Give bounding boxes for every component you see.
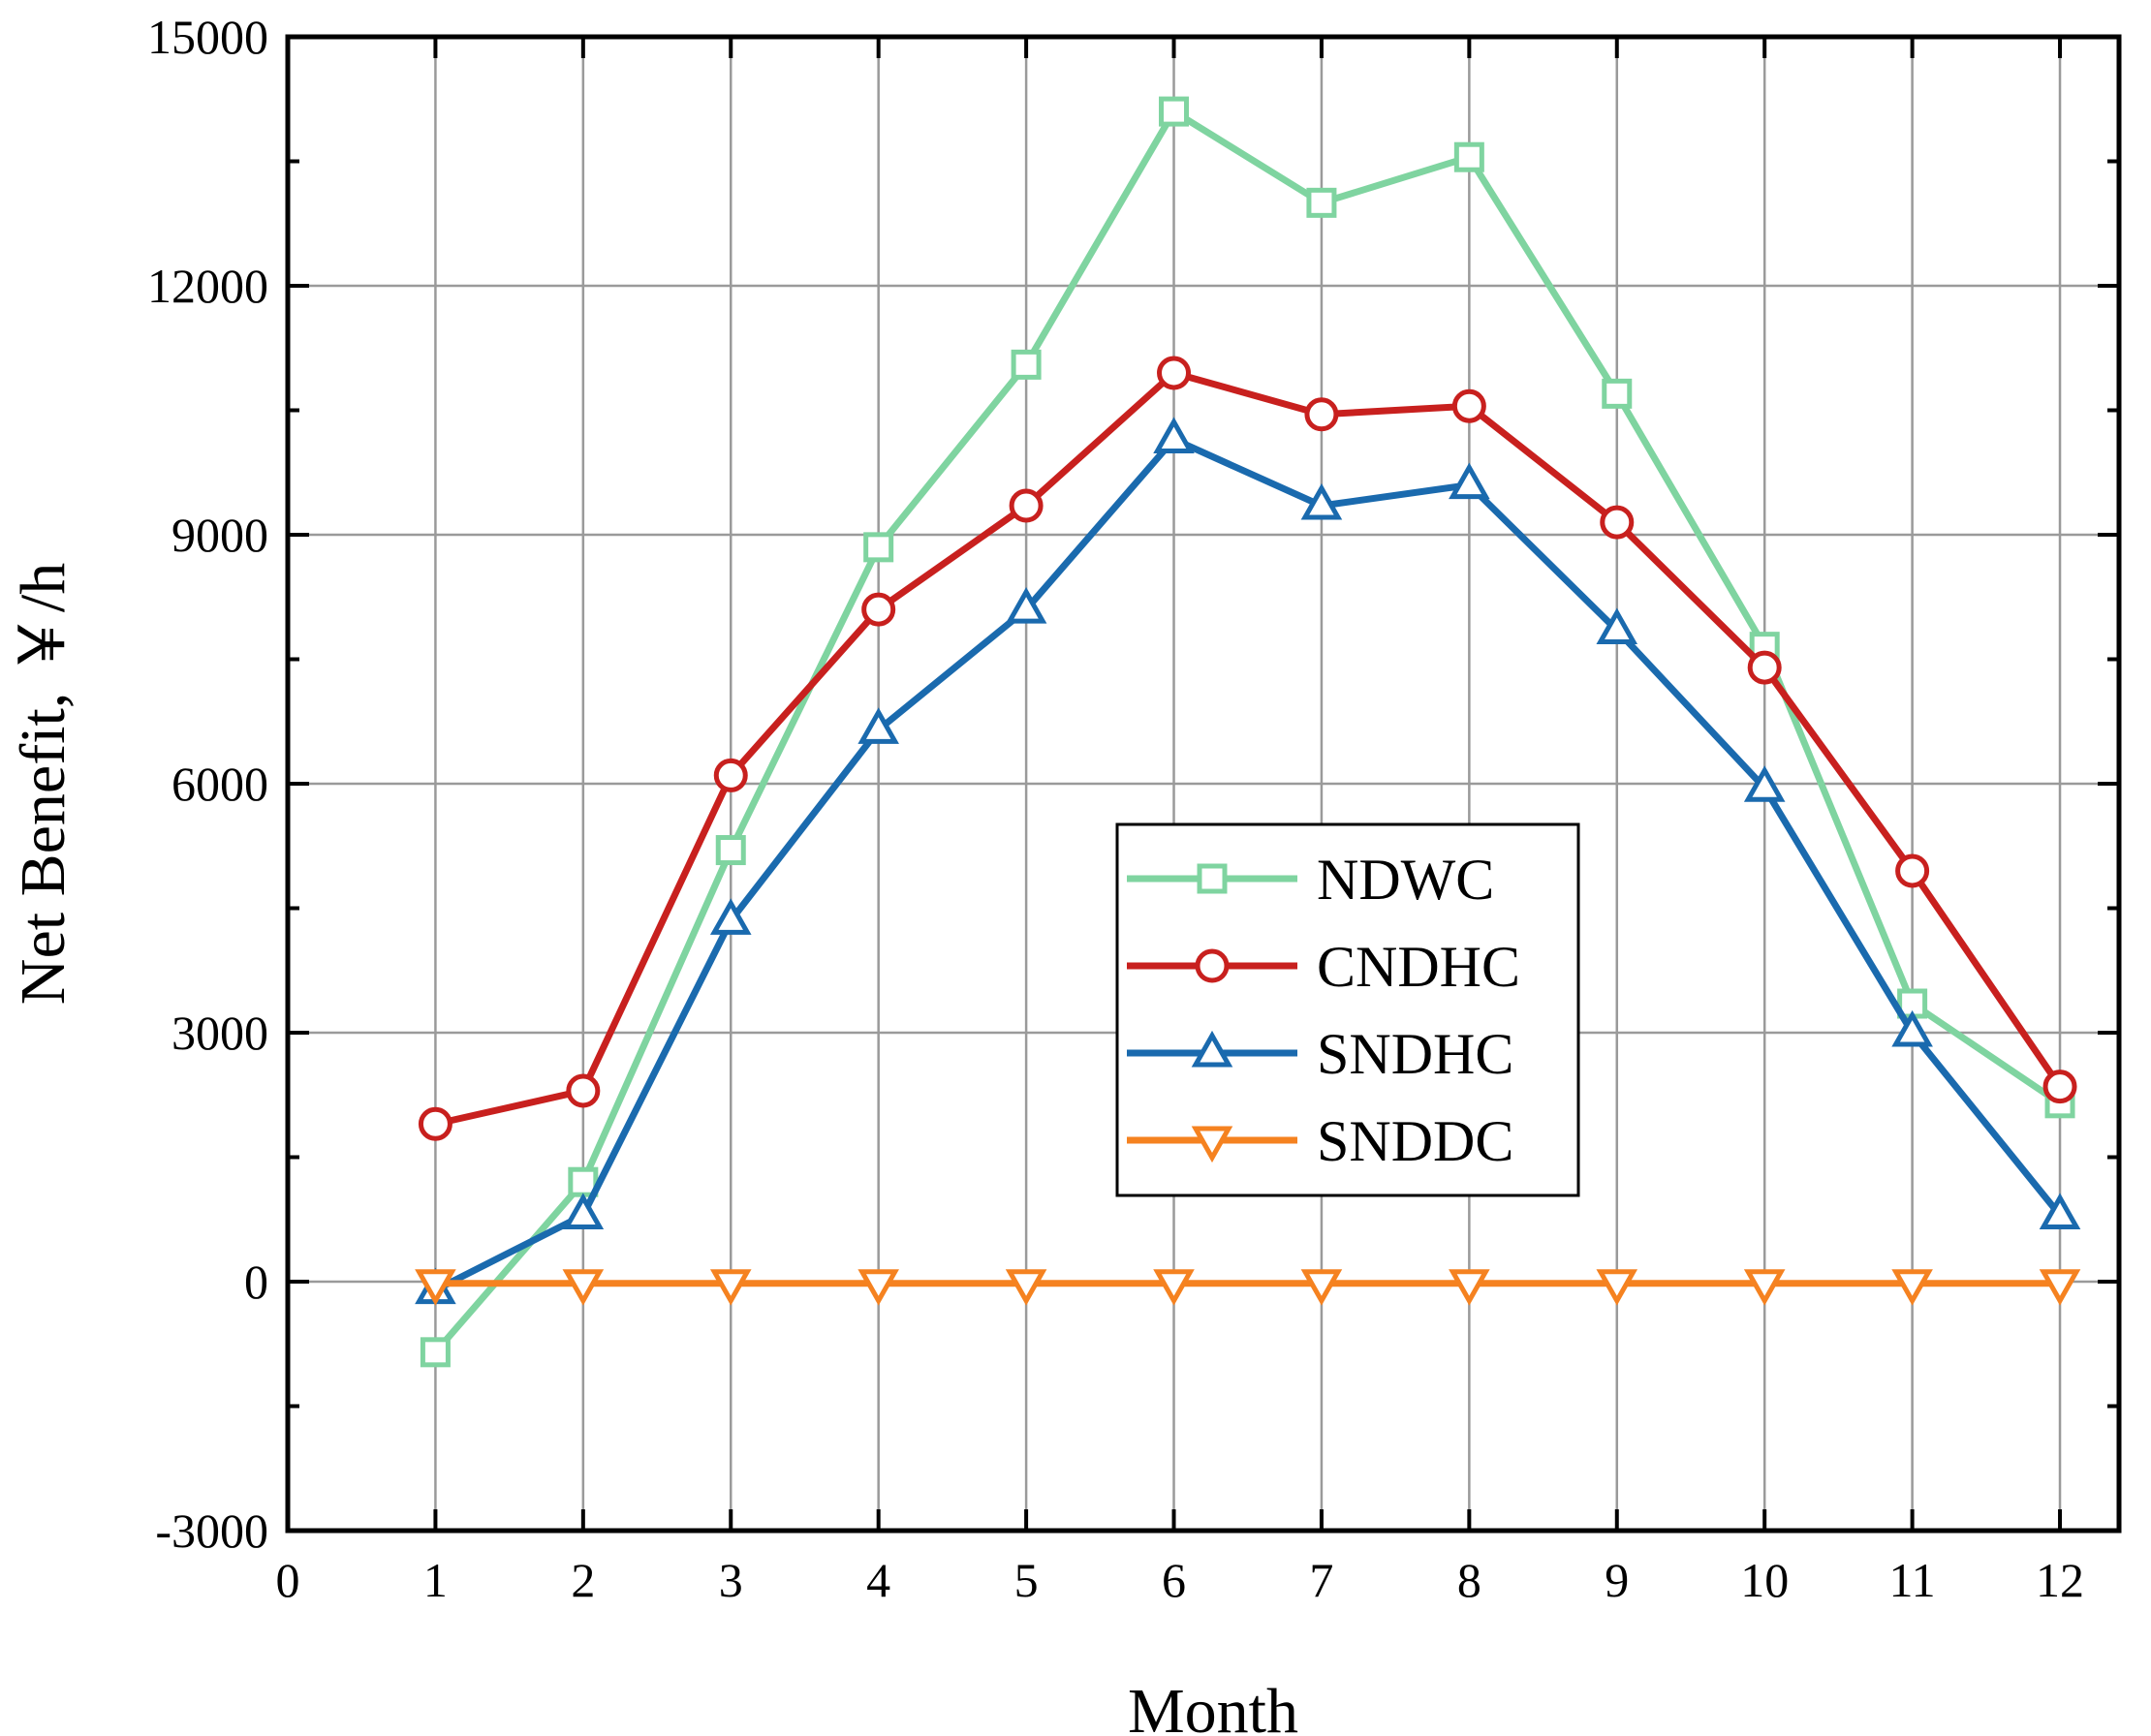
y-tick-label: 15000 xyxy=(147,10,268,64)
data-point-ndwc xyxy=(1602,378,1633,409)
x-tick-label: 2 xyxy=(571,1553,595,1607)
x-tick-label: 3 xyxy=(719,1553,743,1607)
y-tick-label: 0 xyxy=(244,1255,268,1309)
data-point-ndwc xyxy=(1453,141,1484,172)
data-point-ndwc xyxy=(1159,96,1190,127)
legend-marker-sndhc xyxy=(1191,1030,1233,1068)
data-point-snddc xyxy=(1005,1269,1047,1306)
legend-box xyxy=(1115,822,1580,1197)
legend-label-sndhc: SNDHC xyxy=(1317,1022,1513,1086)
legend-item-snddc: SNDDC xyxy=(1127,1109,1513,1173)
x-tick-label: 8 xyxy=(1457,1553,1481,1607)
x-tick-label: 9 xyxy=(1605,1553,1629,1607)
x-tick-label: 5 xyxy=(1014,1553,1039,1607)
data-point-cndhc xyxy=(1600,505,1635,540)
axis-ticks: 0 1 2 3 4 5 6 7 8 9 10 11 12-30000300060009000120001… xyxy=(147,10,2119,1607)
x-tick-label: 6 xyxy=(1162,1553,1186,1607)
data-point-cndhc xyxy=(861,592,896,627)
x-tick-label: 0 xyxy=(276,1553,300,1607)
y-axis-title: Net Benefit, ￥/h xyxy=(8,563,78,1005)
data-point-snddc xyxy=(1300,1269,1343,1306)
data-point-cndhc xyxy=(418,1106,452,1141)
data-point-cndhc xyxy=(1451,388,1486,423)
data-point-snddc xyxy=(1891,1269,1933,1306)
legend-item-cndhc: CNDHC xyxy=(1127,935,1520,999)
legend: NDWC CNDHC SNDHC SNDDC xyxy=(1115,822,1580,1197)
data-point-sndhc xyxy=(1449,462,1490,500)
data-point-ndwc xyxy=(420,1337,451,1368)
data-point-snddc xyxy=(1596,1269,1638,1306)
data-point-cndhc xyxy=(1009,488,1044,523)
x-tick-label: 7 xyxy=(1309,1553,1333,1607)
data-point-cndhc xyxy=(713,758,748,792)
grid-lines xyxy=(288,37,2119,1531)
data-point-sndhc xyxy=(709,898,752,935)
y-tick-label: 9000 xyxy=(171,508,268,562)
data-point-ndwc xyxy=(1306,187,1337,218)
data-point-sndhc xyxy=(1005,587,1047,624)
data-point-sndhc xyxy=(2039,1193,2081,1229)
data-point-sndhc xyxy=(1743,765,1786,802)
legend-item-ndwc: NDWC xyxy=(1127,848,1494,912)
series-sndhc xyxy=(415,417,2081,1305)
data-point-cndhc xyxy=(566,1073,601,1108)
data-point-snddc xyxy=(1743,1269,1786,1306)
series-lines xyxy=(415,96,2081,1368)
x-tick-label: 4 xyxy=(866,1553,890,1607)
legend-marker-cndhc xyxy=(1195,948,1230,983)
series-line-sndhc xyxy=(433,435,2063,1293)
data-point-snddc xyxy=(857,1269,899,1306)
data-point-snddc xyxy=(709,1269,752,1306)
x-tick-label: 12 xyxy=(2036,1553,2084,1607)
series-line-cndhc xyxy=(434,369,2063,1128)
series-snddc xyxy=(415,1269,2081,1306)
legend-marker-ndwc xyxy=(1197,863,1228,894)
data-point-cndhc xyxy=(1304,397,1339,432)
data-point-snddc xyxy=(1153,1269,1195,1306)
data-point-cndhc xyxy=(1157,356,1192,390)
data-point-sndhc xyxy=(1153,417,1195,453)
data-point-snddc xyxy=(562,1269,605,1306)
data-point-ndwc xyxy=(863,532,894,563)
data-point-ndwc xyxy=(715,835,746,866)
series-cndhc xyxy=(418,356,2077,1141)
data-point-snddc xyxy=(415,1269,456,1306)
x-tick-label: 11 xyxy=(1889,1553,1936,1607)
x-axis-title: Month xyxy=(1128,1676,1298,1736)
data-point-cndhc xyxy=(1895,853,1930,888)
data-point-snddc xyxy=(2039,1269,2081,1306)
data-point-snddc xyxy=(1449,1269,1490,1306)
data-point-sndhc xyxy=(562,1193,605,1229)
y-tick-label: 3000 xyxy=(171,1006,268,1060)
data-point-cndhc xyxy=(2042,1070,2077,1104)
data-point-sndhc xyxy=(1891,1009,1933,1047)
legend-marker-snddc xyxy=(1191,1126,1233,1163)
legend-label-snddc: SNDDC xyxy=(1317,1109,1513,1173)
y-tick-label: -3000 xyxy=(155,1504,268,1558)
data-point-sndhc xyxy=(1596,607,1638,645)
legend-label-cndhc: CNDHC xyxy=(1317,935,1520,999)
data-point-sndhc xyxy=(857,707,899,744)
data-point-sndhc xyxy=(1300,482,1343,520)
y-tick-label: 12000 xyxy=(147,259,268,313)
x-tick-label: 10 xyxy=(1740,1553,1789,1607)
legend-item-sndhc: SNDHC xyxy=(1127,1022,1513,1086)
y-tick-label: 6000 xyxy=(171,757,268,811)
x-tick-label: 1 xyxy=(423,1553,448,1607)
legend-label-ndwc: NDWC xyxy=(1317,848,1494,912)
data-point-ndwc xyxy=(1011,349,1042,380)
data-point-cndhc xyxy=(1747,650,1782,685)
